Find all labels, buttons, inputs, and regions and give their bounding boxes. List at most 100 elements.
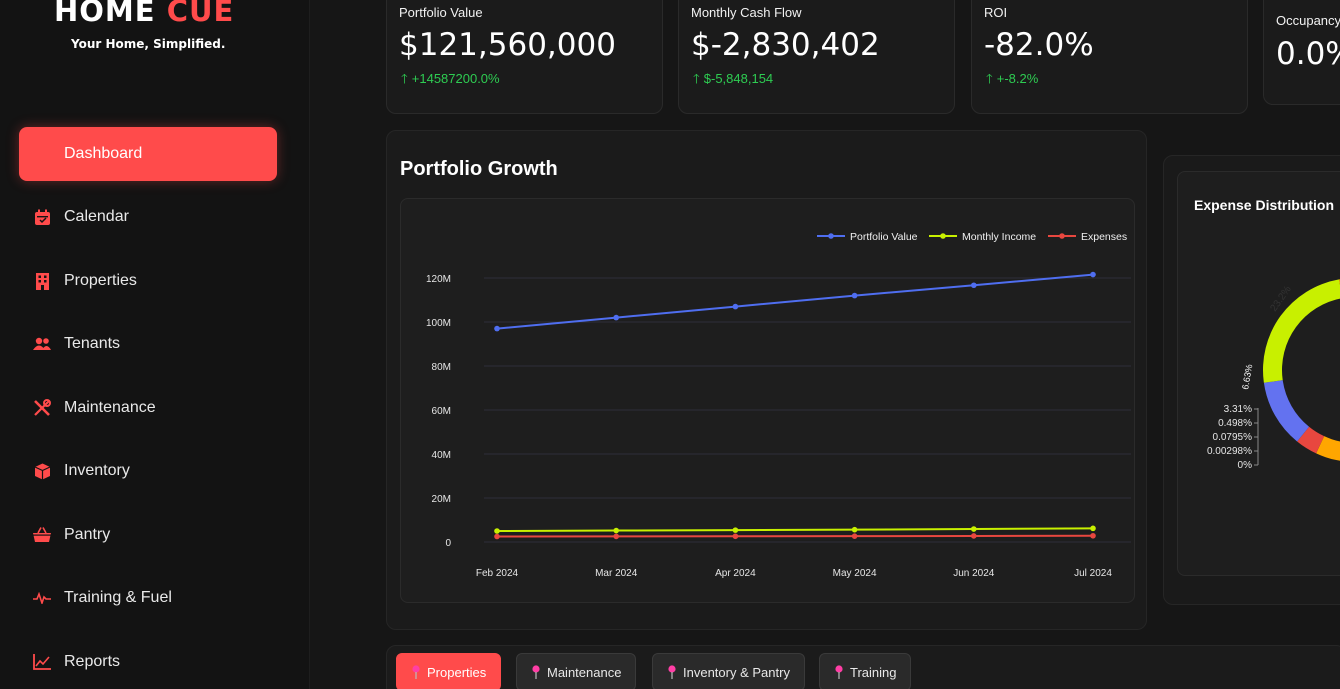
brand-logo[interactable]: HOME CUE bbox=[54, 0, 244, 28]
tools-icon bbox=[33, 399, 51, 417]
y-tick-label: 60M bbox=[432, 406, 451, 417]
brand-tagline: Your Home, Simplified. bbox=[71, 37, 226, 51]
x-tick-label: May 2024 bbox=[833, 568, 877, 579]
data-point bbox=[494, 528, 500, 534]
metric-title: Monthly Cash Flow bbox=[691, 5, 802, 20]
metric-value: $-2,830,402 bbox=[691, 27, 880, 63]
x-tick-label: Apr 2024 bbox=[715, 568, 756, 579]
users-icon bbox=[33, 335, 51, 353]
x-tick-label: Jul 2024 bbox=[1074, 568, 1112, 579]
box-icon bbox=[33, 462, 51, 480]
portfolio-growth-chart[interactable]: 0 20M 40M 60M 80M 100M 120M Feb 2024 Mar 2024 Apr… bbox=[400, 198, 1135, 603]
data-point bbox=[613, 314, 619, 321]
section-tabbar: Properties Maintenance Inventory & Pantr… bbox=[386, 645, 1340, 689]
basket-icon bbox=[33, 526, 51, 544]
legend-entry: Monthly Income bbox=[962, 231, 1036, 243]
tab-label: Maintenance bbox=[547, 664, 622, 680]
data-point bbox=[732, 303, 739, 310]
metric-value: $121,560,000 bbox=[399, 27, 616, 63]
metric-value: -82.0% bbox=[984, 27, 1094, 63]
tab-label: Properties bbox=[427, 664, 487, 680]
sidebar-item-maintenance[interactable]: Maintenance bbox=[19, 381, 277, 435]
tab-training[interactable]: Training bbox=[819, 653, 912, 689]
sidebar-item-calendar[interactable]: Calendar bbox=[19, 190, 277, 244]
sidebar-item-label: Training & Fuel bbox=[64, 589, 172, 606]
data-point bbox=[494, 533, 500, 540]
pin-icon bbox=[835, 665, 843, 679]
donut-slice-yellow bbox=[1263, 279, 1340, 383]
sidebar-item-pantry[interactable]: Pantry bbox=[19, 508, 277, 562]
series-line-1 bbox=[496, 527, 1094, 532]
donut-outside-label: 0% bbox=[1238, 460, 1253, 471]
legend-marker bbox=[828, 233, 834, 239]
metric-title: Occupancy bbox=[1276, 13, 1340, 28]
metric-card-monthly-cash-flow: Monthly Cash Flow $-2,830,402 🡑 $-5,848,1… bbox=[678, 0, 955, 114]
sidebar-item-tenants[interactable]: Tenants bbox=[19, 317, 277, 371]
pin-icon bbox=[412, 665, 420, 679]
pulse-icon bbox=[33, 589, 51, 607]
legend-marker bbox=[940, 233, 946, 239]
sidebar-item-label: Inventory bbox=[64, 462, 130, 479]
metric-delta-text: +14587200.0% bbox=[411, 71, 500, 86]
metric-delta: 🡑 +14587200.0% bbox=[401, 70, 500, 92]
expense-distribution-panel: Expense Distribution 23.2% 6.63% 3.31% 0.49… bbox=[1163, 155, 1340, 605]
sidebar-item-properties[interactable]: Properties bbox=[19, 254, 277, 308]
data-point bbox=[851, 292, 858, 299]
tab-label: Training bbox=[850, 664, 897, 680]
y-tick-label: 80M bbox=[432, 362, 451, 373]
x-tick-label: Mar 2024 bbox=[595, 568, 638, 579]
sidebar-item-label: Properties bbox=[64, 272, 137, 289]
y-tick-label: 20M bbox=[432, 494, 451, 505]
sidebar-item-label: Tenants bbox=[64, 335, 121, 352]
data-point bbox=[732, 533, 739, 540]
brand-name-cue: CUE bbox=[166, 0, 235, 28]
y-tick-label: 100M bbox=[426, 318, 451, 329]
sidebar-item-label: Dashboard bbox=[64, 145, 143, 162]
sidebar-item-inventory[interactable]: Inventory bbox=[19, 444, 277, 498]
series-line-2 bbox=[496, 534, 1094, 538]
metric-card-roi: ROI -82.0% 🡑 +-8.2% bbox=[971, 0, 1248, 114]
arrow-up-icon: 🡑 bbox=[401, 71, 408, 86]
donut-slice-red bbox=[1297, 426, 1325, 454]
donut-label: 6.63% bbox=[1240, 363, 1254, 390]
data-point bbox=[1090, 271, 1096, 278]
brand-name-home: HOME bbox=[54, 0, 156, 28]
data-point bbox=[971, 526, 977, 532]
metric-delta: 🡑 +-8.2% bbox=[986, 70, 1038, 92]
tab-label: Inventory & Pantry bbox=[683, 664, 790, 680]
tab-maintenance[interactable]: Maintenance bbox=[516, 653, 637, 689]
data-point bbox=[613, 533, 619, 540]
legend-entry: Expenses bbox=[1081, 231, 1127, 243]
sidebar-item-label: Reports bbox=[64, 653, 121, 670]
y-tick-label: 40M bbox=[432, 450, 451, 461]
arrow-up-icon: 🡑 bbox=[986, 71, 993, 86]
data-point bbox=[732, 527, 739, 533]
donut-outside-label: 0.00298% bbox=[1207, 446, 1252, 457]
sidebar-item-dashboard[interactable]: Dashboard bbox=[19, 127, 277, 181]
tab-properties[interactable]: Properties bbox=[396, 653, 502, 689]
data-point bbox=[851, 533, 858, 539]
donut-outside-label: 3.31% bbox=[1224, 404, 1252, 415]
sidebar-item-reports[interactable]: Reports bbox=[19, 635, 277, 689]
data-point bbox=[1090, 532, 1096, 539]
sidebar-item-training-fuel[interactable]: Training & Fuel bbox=[19, 571, 277, 625]
tab-inventory-pantry[interactable]: Inventory & Pantry bbox=[652, 653, 805, 689]
data-point bbox=[971, 282, 977, 289]
sidebar-item-label: Maintenance bbox=[64, 399, 156, 416]
metric-card-occupancy: Occupancy 0.0% bbox=[1263, 0, 1340, 105]
x-tick-label: Feb 2024 bbox=[476, 568, 519, 579]
expense-donut-svg: 23.2%6.63%3.31%0.498%0.0795%0.00298%0% bbox=[1207, 279, 1340, 471]
pin-icon bbox=[532, 665, 540, 679]
metric-delta-text: +-8.2% bbox=[996, 71, 1039, 86]
x-tick-label: Jun 2024 bbox=[953, 568, 995, 579]
data-point bbox=[1090, 525, 1096, 532]
pin-icon bbox=[668, 665, 676, 679]
donut-slice-orange bbox=[1316, 436, 1340, 461]
y-tick-label: 120M bbox=[426, 274, 451, 285]
building-icon bbox=[33, 272, 51, 290]
data-point bbox=[851, 526, 858, 533]
metric-delta-text: $-5,848,154 bbox=[703, 71, 774, 86]
expense-distribution-chart[interactable]: Expense Distribution 23.2% 6.63% 3.31% 0.49… bbox=[1177, 171, 1340, 576]
donut-outside-label: 0.498% bbox=[1218, 418, 1252, 429]
series-line-0 bbox=[496, 273, 1094, 330]
